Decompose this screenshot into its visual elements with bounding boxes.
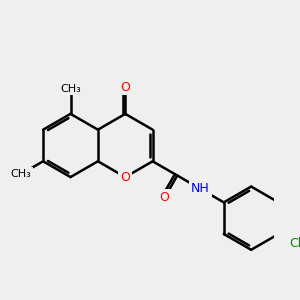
Text: O: O (120, 80, 130, 94)
Text: O: O (120, 171, 130, 184)
Text: NH: NH (191, 182, 210, 195)
Text: CH₃: CH₃ (11, 169, 32, 179)
Text: O: O (160, 191, 170, 204)
Text: Cl: Cl (289, 237, 300, 250)
Text: CH₃: CH₃ (60, 84, 81, 94)
